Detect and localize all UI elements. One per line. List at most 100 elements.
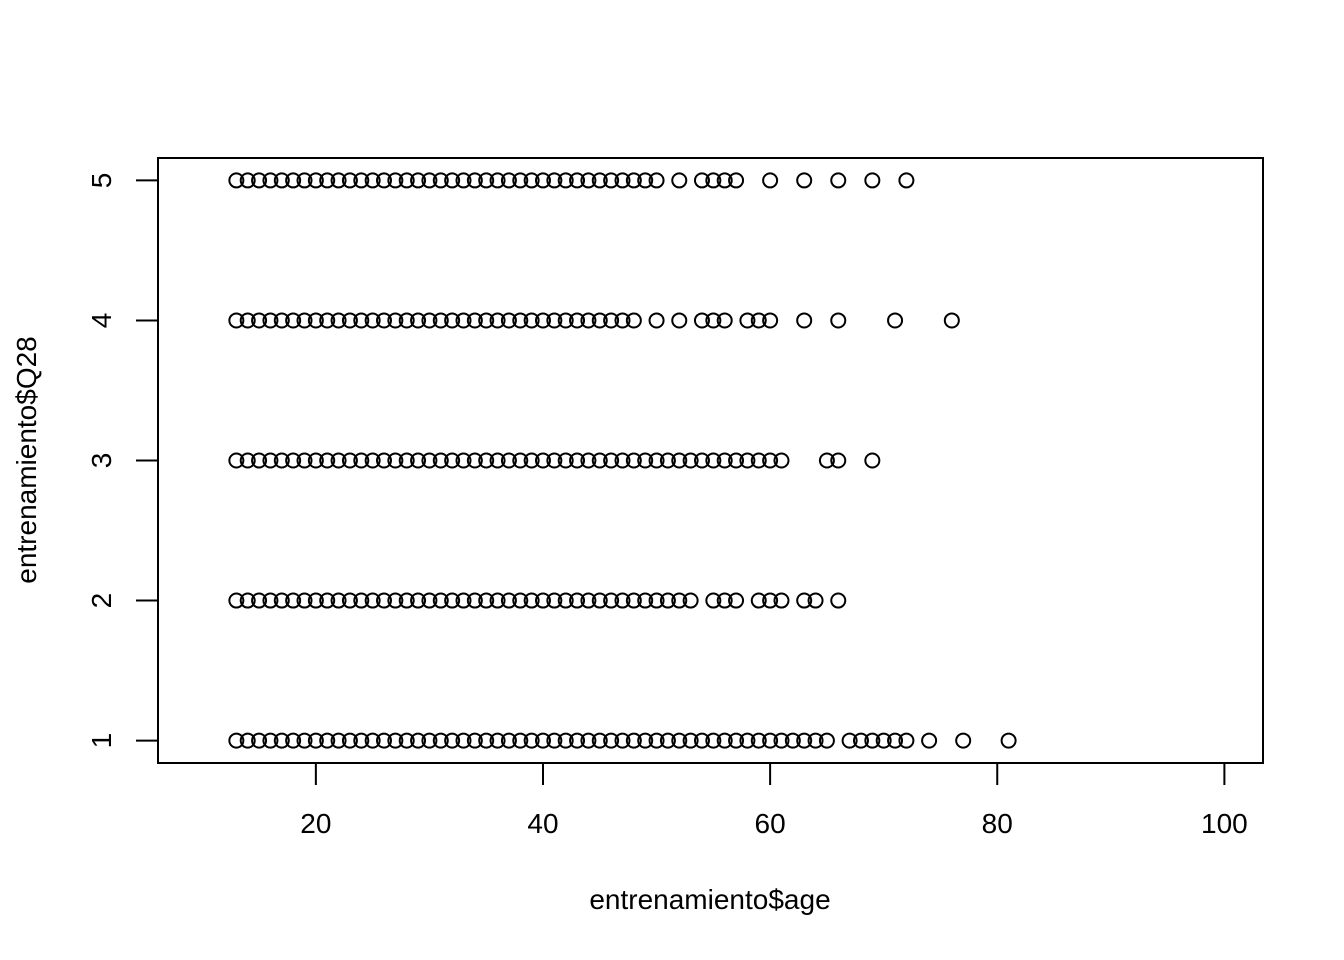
data-point xyxy=(285,592,302,609)
data-point xyxy=(534,312,551,329)
data-point xyxy=(637,452,654,469)
data-point xyxy=(762,312,779,329)
data-point xyxy=(1000,732,1017,749)
data-point xyxy=(705,732,722,749)
data-point xyxy=(569,732,586,749)
data-point xyxy=(523,592,540,609)
data-point xyxy=(693,732,710,749)
data-point xyxy=(603,732,620,749)
data-point xyxy=(603,172,620,189)
data-point xyxy=(705,592,722,609)
data-point xyxy=(569,452,586,469)
data-point xyxy=(432,172,449,189)
data-point xyxy=(671,592,688,609)
data-point xyxy=(557,592,574,609)
data-point xyxy=(728,172,745,189)
data-point xyxy=(341,732,358,749)
data-point xyxy=(319,172,336,189)
data-point xyxy=(580,732,597,749)
data-point xyxy=(432,312,449,329)
data-point xyxy=(387,732,404,749)
data-point xyxy=(648,172,665,189)
data-point xyxy=(330,592,347,609)
data-point xyxy=(444,312,461,329)
data-point xyxy=(637,592,654,609)
data-point xyxy=(319,452,336,469)
data-point xyxy=(546,312,563,329)
data-point xyxy=(830,452,847,469)
y-axis-label: entrenamiento$Q28 xyxy=(11,336,42,584)
data-point xyxy=(273,452,290,469)
data-point xyxy=(239,172,256,189)
data-point xyxy=(693,452,710,469)
data-point xyxy=(500,312,517,329)
data-point xyxy=(580,592,597,609)
data-point xyxy=(739,312,756,329)
x-tick-label: 80 xyxy=(982,808,1013,839)
data-point xyxy=(398,172,415,189)
data-point xyxy=(319,312,336,329)
data-point xyxy=(852,732,869,749)
data-point xyxy=(262,452,279,469)
data-point xyxy=(773,732,790,749)
data-point xyxy=(546,732,563,749)
data-point xyxy=(330,732,347,749)
data-point xyxy=(455,592,472,609)
data-point xyxy=(750,732,767,749)
data-point xyxy=(398,312,415,329)
data-point xyxy=(807,592,824,609)
data-point xyxy=(239,312,256,329)
y-tick-label: 5 xyxy=(86,173,117,189)
data-point xyxy=(557,452,574,469)
data-point xyxy=(705,172,722,189)
data-point xyxy=(512,452,529,469)
data-point xyxy=(762,452,779,469)
data-point xyxy=(648,732,665,749)
data-point xyxy=(523,732,540,749)
data-points xyxy=(228,172,1017,749)
data-point xyxy=(296,172,313,189)
data-point xyxy=(682,592,699,609)
x-tick-label: 60 xyxy=(755,808,786,839)
data-point xyxy=(478,592,495,609)
data-point xyxy=(455,452,472,469)
data-point xyxy=(728,732,745,749)
data-point xyxy=(750,592,767,609)
data-point xyxy=(296,732,313,749)
data-point xyxy=(534,452,551,469)
data-point xyxy=(512,312,529,329)
data-point xyxy=(580,452,597,469)
data-point xyxy=(387,172,404,189)
data-point xyxy=(489,312,506,329)
data-point xyxy=(659,452,676,469)
data-point xyxy=(955,732,972,749)
data-point xyxy=(239,452,256,469)
data-point xyxy=(398,732,415,749)
data-point xyxy=(637,172,654,189)
data-point xyxy=(353,312,370,329)
data-point xyxy=(421,452,438,469)
data-point xyxy=(648,452,665,469)
data-point xyxy=(818,452,835,469)
data-point xyxy=(398,452,415,469)
data-point xyxy=(534,592,551,609)
data-point xyxy=(341,312,358,329)
data-point xyxy=(421,732,438,749)
data-point xyxy=(364,592,381,609)
data-point xyxy=(364,452,381,469)
data-point xyxy=(557,172,574,189)
data-point xyxy=(500,452,517,469)
data-point xyxy=(773,452,790,469)
data-point xyxy=(251,732,268,749)
data-point xyxy=(364,172,381,189)
data-point xyxy=(796,592,813,609)
data-point xyxy=(546,452,563,469)
data-point xyxy=(921,732,938,749)
data-point xyxy=(455,312,472,329)
data-point xyxy=(523,452,540,469)
data-point xyxy=(864,452,881,469)
data-point xyxy=(728,452,745,469)
data-point xyxy=(830,312,847,329)
data-point xyxy=(387,452,404,469)
data-point xyxy=(830,592,847,609)
